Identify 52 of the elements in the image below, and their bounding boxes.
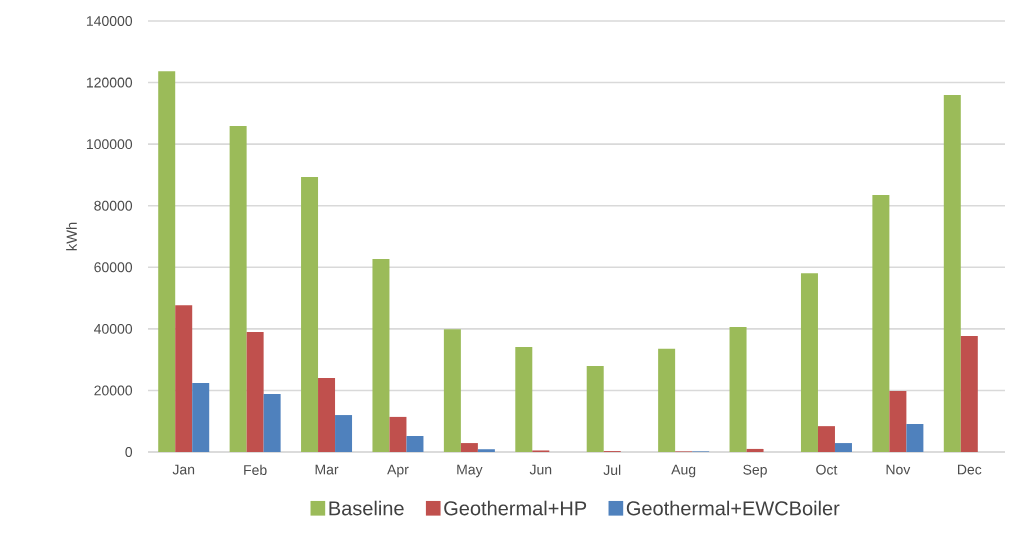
bar [800,273,818,452]
bar [175,305,193,452]
bar [658,348,676,452]
x-tick-label: Feb [244,464,267,475]
x-tick-label: Sep [743,464,767,478]
y-tick-label: 40000 [94,323,133,334]
x-tick-label: Apr [387,464,409,478]
legend-label: Geothermal+EWCBoiler [626,500,840,516]
bar [318,378,336,452]
bar [229,125,247,452]
x-tick-label: May [457,464,483,478]
bar [406,435,424,452]
bar [515,347,533,452]
bar [246,331,264,452]
x-tick-label: Oct [816,464,838,475]
x-tick-label: Mar [315,464,339,475]
y-axis-title: kWh [66,222,77,251]
bar [889,391,907,452]
y-tick-label: 100000 [86,139,133,150]
x-tick-label: Jun [529,464,552,475]
y-tick-label: 0 [125,447,133,457]
bar [301,177,319,452]
bar [389,416,407,452]
bar [335,415,353,452]
y-tick-label: 20000 [94,385,133,396]
x-tick-label: Aug [671,464,696,478]
bar [443,329,461,452]
legend-label: Geothermal+HP [444,500,587,516]
y-tick-label: 60000 [94,262,133,273]
bar [834,443,852,452]
legend-label: Baseline [329,500,404,516]
bar [460,443,478,452]
x-tick-label: Dec [958,464,982,475]
bar [960,335,978,452]
x-tick-label: Nov [886,464,911,475]
bar [263,394,281,452]
bar [943,94,961,452]
bar [872,194,890,452]
x-tick-label: Jul [603,464,621,475]
bar [746,448,764,452]
x-tick-label: Jan [172,464,195,475]
y-tick-label: 140000 [86,16,133,26]
bar [906,423,924,452]
bar [372,258,390,452]
y-tick-label: 80000 [94,200,133,211]
y-tick-label: 120000 [86,77,133,88]
bar [817,426,835,452]
bar [158,71,176,452]
bar [192,383,210,452]
bar [729,327,747,452]
bar [477,449,495,452]
bar [586,366,604,452]
